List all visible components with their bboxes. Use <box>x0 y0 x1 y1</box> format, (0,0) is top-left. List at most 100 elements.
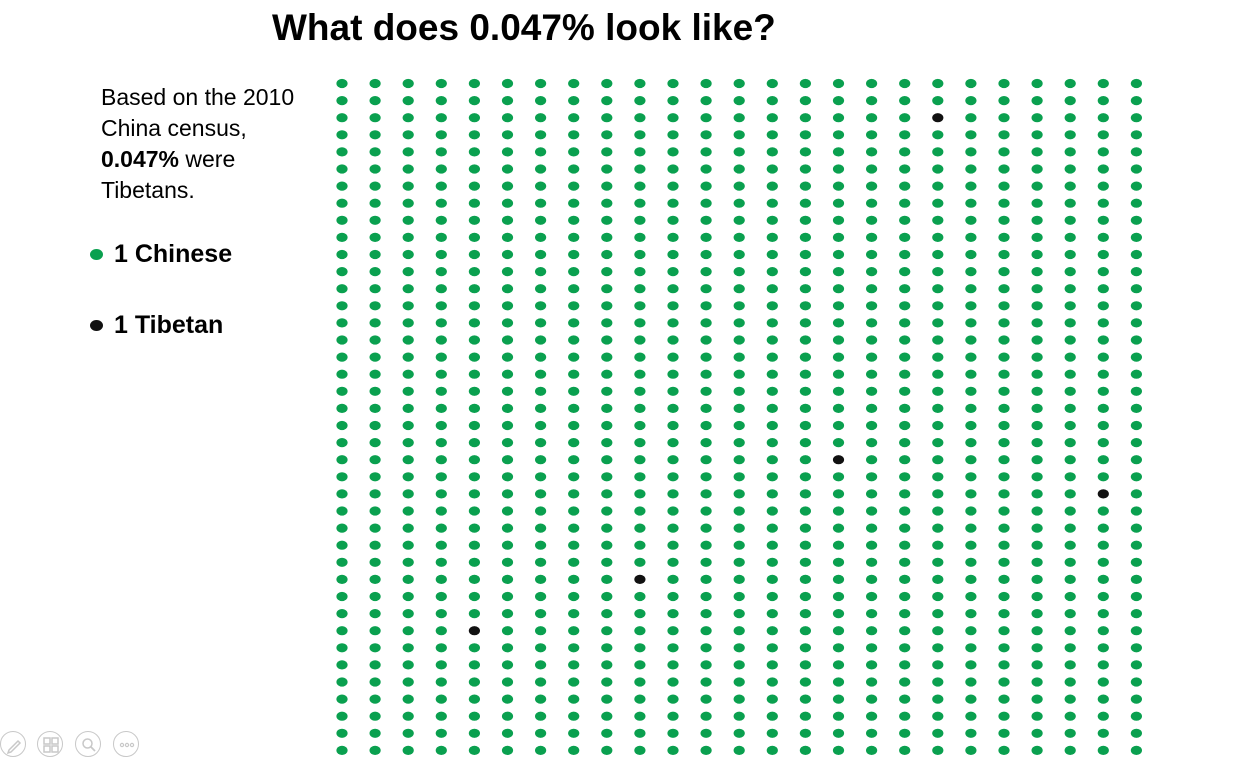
chinese-dot <box>535 472 547 482</box>
chinese-dot <box>733 130 745 140</box>
chinese-dot <box>1130 728 1142 738</box>
chinese-dot <box>1031 403 1043 413</box>
chinese-dot <box>1097 455 1109 465</box>
chinese-dot <box>468 386 480 396</box>
chinese-dot <box>468 181 480 191</box>
chinese-dot <box>866 660 878 670</box>
chinese-dot <box>568 113 580 123</box>
chinese-dot <box>899 420 911 431</box>
chinese-dot <box>468 420 480 431</box>
chinese-dot <box>1097 609 1109 619</box>
chinese-dot <box>435 745 447 756</box>
chinese-dot <box>535 301 547 311</box>
zoom-button[interactable] <box>75 731 101 757</box>
chinese-dot <box>601 420 613 431</box>
chinese-dot <box>832 540 845 550</box>
chinese-dot <box>634 215 646 225</box>
chinese-dot <box>733 609 745 619</box>
chinese-dot <box>700 96 712 106</box>
chinese-dot <box>700 164 712 174</box>
chinese-dot <box>501 130 514 140</box>
chinese-dot <box>601 609 613 619</box>
chinese-dot <box>601 335 613 345</box>
chinese-dot <box>1097 438 1109 448</box>
chinese-dot <box>402 198 414 208</box>
chinese-dot <box>601 711 613 721</box>
chinese-dot <box>998 677 1010 687</box>
chinese-dot <box>899 438 911 448</box>
legend-chinese-label: 1 Chinese <box>114 239 233 268</box>
chinese-dot <box>369 130 381 140</box>
chinese-dot <box>766 232 778 242</box>
chinese-dot <box>1031 677 1043 687</box>
more-options-button[interactable] <box>113 731 139 757</box>
chinese-dot <box>601 301 613 311</box>
chinese-dot <box>932 164 944 174</box>
chinese-dot <box>832 267 845 277</box>
chinese-dot <box>568 232 580 242</box>
chinese-dot <box>336 591 348 602</box>
chinese-dot <box>535 728 547 738</box>
chinese-dot <box>965 78 977 89</box>
chinese-dot <box>535 386 547 396</box>
chinese-dot <box>1097 643 1109 653</box>
chinese-dot <box>866 267 878 277</box>
chinese-dot <box>501 164 514 174</box>
chinese-dot <box>733 489 745 499</box>
chinese-dot <box>932 267 944 277</box>
chinese-dot <box>733 420 745 431</box>
chinese-dot <box>468 557 480 567</box>
chinese-dot <box>998 711 1010 721</box>
chinese-dot <box>1031 489 1043 499</box>
chinese-dot <box>1130 420 1142 431</box>
chinese-dot <box>998 284 1010 294</box>
chinese-dot <box>866 181 878 191</box>
chinese-dot <box>535 78 547 89</box>
chinese-dot <box>501 78 514 89</box>
chinese-dot <box>866 352 878 362</box>
chinese-dot <box>932 489 944 499</box>
chinese-dot <box>402 728 414 738</box>
chinese-dot <box>733 540 745 550</box>
chinese-dot <box>998 369 1010 379</box>
chinese-dot <box>866 728 878 738</box>
chinese-dot <box>601 403 613 413</box>
chinese-dot <box>468 506 480 516</box>
chinese-dot <box>766 318 778 328</box>
chinese-dot <box>1130 249 1142 260</box>
chinese-dot <box>799 420 812 431</box>
chinese-dot <box>634 455 646 465</box>
tibetan-dot <box>832 455 845 465</box>
chinese-dot <box>435 386 447 396</box>
chinese-dot <box>634 403 646 413</box>
chinese-dot <box>899 472 911 482</box>
chinese-dot <box>832 164 845 174</box>
chinese-dot <box>667 147 679 157</box>
chinese-dot <box>601 181 613 191</box>
pen-tool-button[interactable] <box>0 731 26 757</box>
chinese-dot <box>634 523 646 533</box>
chinese-dot <box>369 335 381 345</box>
chinese-dot <box>468 164 480 174</box>
chinese-dot <box>1064 130 1076 140</box>
chinese-dot <box>369 249 381 260</box>
chinese-dot <box>601 267 613 277</box>
chinese-dot <box>1031 96 1043 106</box>
chinese-dot <box>733 574 745 585</box>
chinese-dot <box>369 438 381 448</box>
chinese-dot <box>1064 609 1076 619</box>
chinese-dot <box>700 113 712 123</box>
chinese-dot <box>369 728 381 738</box>
chinese-dot <box>932 540 944 550</box>
chinese-dot <box>832 78 845 89</box>
chinese-dot <box>965 215 977 225</box>
chinese-dot <box>965 574 977 585</box>
chinese-dot <box>965 745 977 756</box>
chinese-dot <box>435 215 447 225</box>
chinese-dot <box>965 232 977 242</box>
chinese-dot <box>634 489 646 499</box>
chinese-dot <box>535 643 547 653</box>
slides-grid-button[interactable] <box>37 731 63 757</box>
chinese-dot <box>568 745 580 756</box>
chinese-dot <box>866 215 878 225</box>
